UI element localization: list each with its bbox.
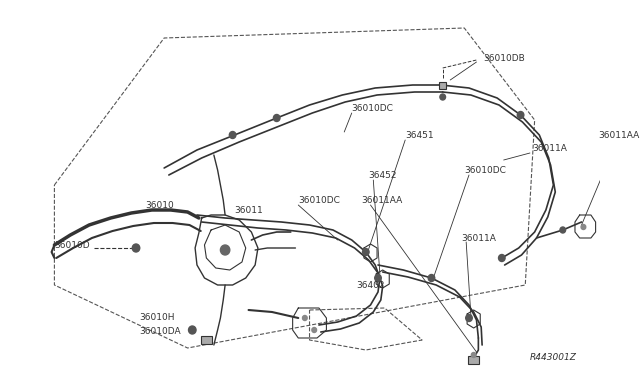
Circle shape <box>220 245 230 255</box>
Bar <box>468 356 479 364</box>
Text: 36011A: 36011A <box>461 234 497 243</box>
Text: 36010DC: 36010DC <box>352 103 394 112</box>
Circle shape <box>466 314 472 321</box>
Circle shape <box>517 112 524 119</box>
Text: 36010DC: 36010DC <box>298 196 340 205</box>
Circle shape <box>581 224 586 230</box>
Circle shape <box>229 131 236 138</box>
Text: R443001Z: R443001Z <box>530 353 577 362</box>
Circle shape <box>362 248 369 256</box>
Circle shape <box>471 353 476 357</box>
Text: 36010DC: 36010DC <box>464 166 506 174</box>
Text: 36402: 36402 <box>356 280 385 289</box>
Text: 36011AA: 36011AA <box>361 196 403 205</box>
Circle shape <box>499 254 505 262</box>
Text: 36451: 36451 <box>405 131 434 140</box>
Text: 36010: 36010 <box>145 201 174 209</box>
Circle shape <box>132 244 140 252</box>
Circle shape <box>374 275 381 282</box>
Text: 36010DA: 36010DA <box>139 327 180 337</box>
Circle shape <box>560 227 566 233</box>
Text: 36011AA: 36011AA <box>598 131 639 140</box>
Circle shape <box>189 326 196 334</box>
Text: 36010D: 36010D <box>54 241 90 250</box>
Text: 36010DB: 36010DB <box>483 54 525 62</box>
Text: 36011A: 36011A <box>532 144 566 153</box>
Circle shape <box>428 275 435 282</box>
Bar <box>440 81 446 89</box>
Circle shape <box>440 94 445 100</box>
Text: 36452: 36452 <box>369 170 397 180</box>
Circle shape <box>273 115 280 122</box>
Circle shape <box>312 327 317 333</box>
Bar <box>201 336 212 344</box>
Circle shape <box>303 315 307 321</box>
Text: 36011: 36011 <box>234 205 263 215</box>
Text: 36010H: 36010H <box>139 314 174 323</box>
